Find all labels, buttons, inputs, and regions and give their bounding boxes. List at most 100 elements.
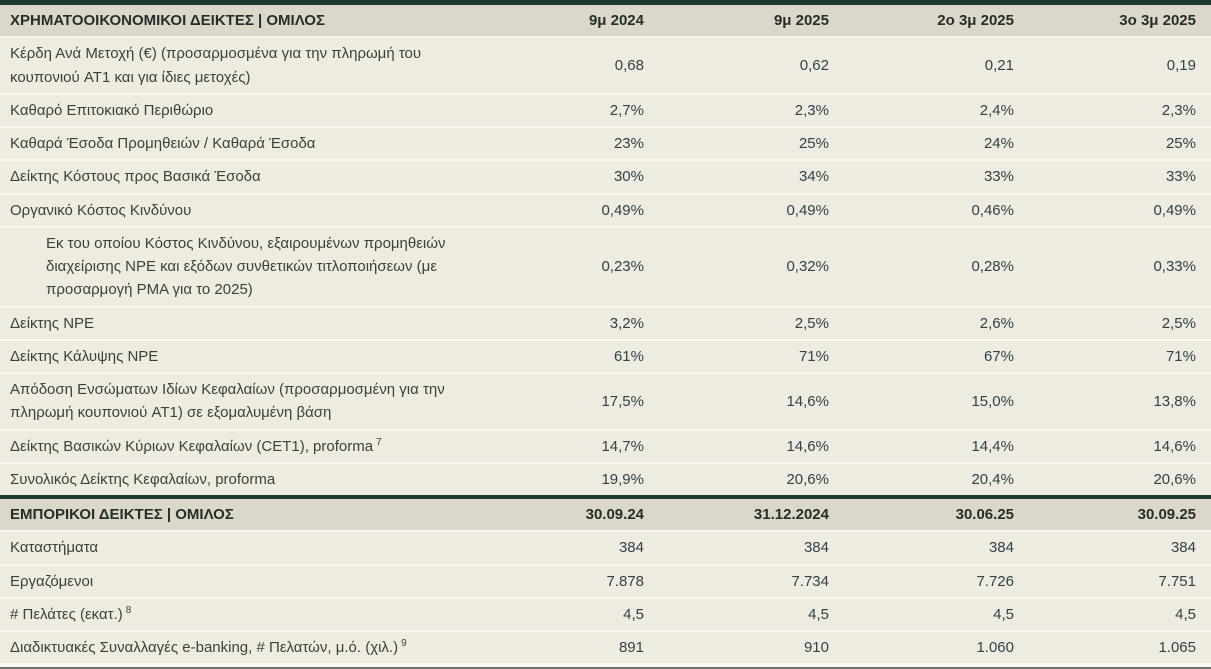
- row-label: Συνολικός Δείκτης Κεφαλαίων, proforma: [10, 470, 276, 488]
- row-label: Εκ του οποίου Κόστος Κινδύνου, εξαιρουμέ…: [46, 234, 446, 299]
- cell-value: 0,32%: [786, 258, 829, 276]
- cell-value: 23%: [613, 135, 644, 153]
- row-label: Καθαρά Έσοδα Προμηθειών / Καθαρά Έσοδα: [10, 135, 316, 152]
- table-row: Καθαρά Έσοδα Προμηθειών / Καθαρά Έσοδα 2…: [0, 126, 1211, 160]
- cell-value: 0,49%: [786, 201, 829, 219]
- section-header-row: ΧΡΗΜΑΤΟΟΙΚΟΝΟΜΙΚΟΙ ΔΕΙΚΤΕΣ | ΟΜΙΛΟΣ 9μ 2…: [0, 0, 1211, 37]
- row-label: Οργανικό Κόστος Κινδύνου: [10, 201, 192, 219]
- table-row: Οργανικό Κόστος Κινδύνου 0,49% 0,49% 0,4…: [0, 192, 1211, 226]
- table-row: Δείκτης NPE 3,2% 2,5% 2,6% 2,5%: [0, 305, 1211, 339]
- cell-value: 33%: [983, 168, 1014, 186]
- table-row: # Πελάτες (εκατ.) 8 4,5 4,5 4,5 4,5: [0, 596, 1211, 630]
- cell-value: 14,6%: [1153, 437, 1196, 455]
- cell-value: 2,4%: [979, 101, 1014, 119]
- column-header: 31.12.2024: [753, 506, 829, 524]
- cell-value: 0,49%: [601, 201, 644, 219]
- cell-value: 384: [1170, 539, 1196, 557]
- cell-value: 14,4%: [971, 437, 1014, 455]
- table-row: Διαδικτυακές Συναλλαγές e-banking, # Πελ…: [0, 630, 1211, 664]
- column-header: 9μ 2024: [588, 12, 644, 30]
- cell-value: 20,6%: [1153, 470, 1196, 488]
- cell-value: 7.734: [791, 572, 829, 590]
- column-header: 30.06.25: [955, 506, 1014, 524]
- row-label: Δείκτης Κόστους προς Βασικά Έσοδα: [10, 168, 261, 186]
- table-row: Καθαρό Επιτοκιακό Περιθώριο 2,7% 2,3% 2,…: [0, 92, 1211, 126]
- cell-value: 384: [988, 539, 1014, 557]
- cell-value: 1.060: [976, 639, 1014, 657]
- column-header: 2ο 3μ 2025: [937, 12, 1014, 30]
- row-label: Δείκτης Βασικών Κύριων Κεφαλαίων (CET1),…: [10, 436, 382, 455]
- cell-value: 17,5%: [601, 392, 644, 410]
- cell-value: 25%: [798, 135, 829, 153]
- cell-value: 3,2%: [609, 314, 644, 332]
- cell-value: 33%: [1165, 168, 1196, 186]
- cell-value: 2,5%: [794, 314, 829, 332]
- cell-value: 1.065: [1158, 639, 1196, 657]
- column-header: 30.09.25: [1137, 506, 1196, 524]
- table-row: Εκ του οποίου Κόστος Κινδύνου, εξαιρουμέ…: [0, 225, 1211, 306]
- cell-value: 2,3%: [794, 101, 829, 119]
- cell-value: 61%: [613, 347, 644, 365]
- row-label: # Πελάτες (εκατ.) 8: [10, 604, 132, 623]
- cell-value: 19,9%: [601, 470, 644, 488]
- cell-value: 15,0%: [971, 392, 1014, 410]
- cell-value: 30%: [613, 168, 644, 186]
- cell-value: 7.726: [976, 572, 1014, 590]
- row-label: Καθαρό Επιτοκιακό Περιθώριο: [10, 101, 214, 119]
- cell-value: 24%: [983, 135, 1014, 153]
- table-row: Δείκτης Κάλυψης NPE 61% 71% 67% 71%: [0, 338, 1211, 372]
- footnote-ref: 8: [125, 604, 132, 616]
- column-header: 9μ 2025: [773, 12, 829, 30]
- cell-value: 0,19: [1166, 57, 1196, 74]
- cell-value: 2,7%: [609, 101, 644, 119]
- cell-value: 4,5: [993, 605, 1014, 623]
- table-row: Δείκτης Κόστους προς Βασικά Έσοδα 30% 34…: [0, 159, 1211, 193]
- cell-value: 0,28%: [971, 258, 1014, 276]
- cell-value: 2,3%: [1161, 101, 1196, 119]
- cell-value: 71%: [1165, 347, 1196, 365]
- table-row: Δείκτης Βασικών Κύριων Κεφαλαίων (CET1),…: [0, 428, 1211, 462]
- cell-value: 25%: [1165, 135, 1196, 153]
- cell-value: 384: [618, 539, 644, 557]
- financial-section: ΧΡΗΜΑΤΟΟΙΚΟΝΟΜΙΚΟΙ ΔΕΙΚΤΕΣ | ΟΜΙΛΟΣ 9μ 2…: [0, 0, 1211, 495]
- footnote-ref: 7: [376, 436, 382, 448]
- cell-value: 891: [618, 639, 644, 657]
- column-header: 30.09.24: [585, 506, 644, 524]
- cell-value: 0,62: [799, 57, 829, 74]
- section-title: ΕΜΠΟΡΙΚΟΙ ΔΕΙΚΤΕΣ | ΟΜΙΛΟΣ: [10, 506, 234, 523]
- row-label: Δείκτης NPE: [10, 314, 95, 332]
- cell-value: 0,46%: [971, 201, 1014, 219]
- row-label: Δείκτης Κάλυψης NPE: [10, 347, 159, 365]
- cell-value: 20,6%: [786, 470, 829, 488]
- table-row: Απόδοση Ενσώματων Ιδίων Κεφαλαίων (προσα…: [0, 372, 1211, 429]
- row-label: Εργαζόμενοι: [10, 572, 94, 590]
- cell-value: 34%: [798, 168, 829, 186]
- cell-value: 14,7%: [601, 437, 644, 455]
- cell-value: 0,49%: [1153, 201, 1196, 219]
- cell-value: 67%: [983, 347, 1014, 365]
- cell-value: 0,23%: [601, 258, 644, 276]
- table-row: Εργαζόμενοι 7.878 7.734 7.726 7.751: [0, 563, 1211, 597]
- table-row: Συνολικός Δείκτης Κεφαλαίων, proforma 19…: [0, 461, 1211, 495]
- cell-value: 7.751: [1158, 572, 1196, 590]
- row-label: Καταστήματα: [10, 539, 99, 557]
- cell-value: 2,6%: [979, 314, 1014, 332]
- cell-value: 71%: [798, 347, 829, 365]
- row-label: Διαδικτυακές Συναλλαγές e-banking, # Πελ…: [10, 638, 407, 656]
- cell-value: 14,6%: [786, 437, 829, 455]
- cell-value: 4,5: [1175, 605, 1196, 623]
- table-row: Καταστήματα 384 384 384 384: [0, 530, 1211, 564]
- footnote-ref: 9: [401, 638, 407, 649]
- cell-value: 0,33%: [1153, 258, 1196, 276]
- section-header-row: ΕΜΠΟΡΙΚΟΙ ΔΕΙΚΤΕΣ | ΟΜΙΛΟΣ 30.09.24 31.1…: [0, 495, 1211, 531]
- cell-value: 910: [803, 639, 829, 657]
- cell-value: 4,5: [808, 605, 829, 623]
- cell-value: 14,6%: [786, 392, 829, 410]
- cell-value: 7.878: [606, 572, 644, 590]
- cell-value: 0,21: [984, 57, 1014, 74]
- cell-value: 13,8%: [1153, 392, 1196, 410]
- cell-value: 2,5%: [1161, 314, 1196, 332]
- cell-value: 4,5: [623, 605, 644, 623]
- table-row: Κέρδη Ανά Μετοχή (€) (προσαρμοσμένα για …: [0, 36, 1211, 93]
